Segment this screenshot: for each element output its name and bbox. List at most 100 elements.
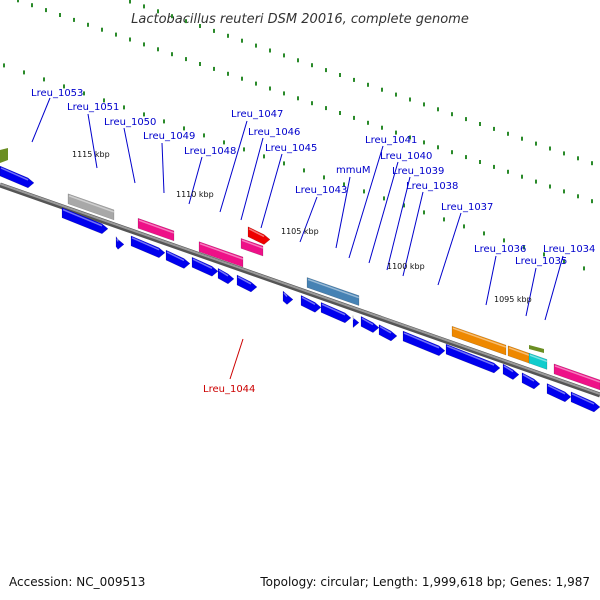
- leader-line: [544, 255, 564, 321]
- gene-label[interactable]: Lreu_1041: [365, 135, 417, 146]
- tick-marks: [3, 0, 593, 271]
- feature-highlight: [307, 278, 360, 299]
- gene-feature: [445, 343, 501, 374]
- leader-line: [260, 153, 283, 229]
- gene-label[interactable]: Lreu_1048: [184, 146, 236, 157]
- feature-highlight: [379, 325, 392, 334]
- gene-feature: [320, 301, 352, 324]
- scale-label: 1110 kbp: [176, 190, 214, 199]
- gene-feature: [451, 325, 507, 356]
- gene-feature: [165, 249, 191, 269]
- gene-feature: [240, 237, 264, 257]
- gene-feature: [137, 217, 175, 242]
- gene-label[interactable]: Lreu_1043: [295, 185, 347, 196]
- leader-line: [299, 196, 318, 243]
- leader-line: [402, 191, 424, 277]
- gene-label[interactable]: Lreu_1036: [474, 244, 526, 255]
- feature-highlight: [321, 303, 346, 316]
- gene-label[interactable]: Lreu_1039: [392, 166, 444, 177]
- leader-line: [335, 176, 351, 249]
- gene-label[interactable]: Lreu_1034: [543, 244, 595, 255]
- gene-feature: [236, 274, 258, 293]
- genome-summary-text: Topology: circular; Length: 1,999,618 bp…: [259, 575, 590, 589]
- feature-highlight: [403, 332, 440, 349]
- gene-feature: [352, 315, 360, 329]
- gene-label[interactable]: Lreu_1038: [406, 181, 458, 192]
- feature-highlight: [547, 384, 566, 395]
- gene-label[interactable]: Lreu_1050: [104, 117, 156, 128]
- gene-feature: [553, 363, 600, 391]
- gene-feature: [300, 294, 322, 313]
- leader-line: [437, 212, 462, 286]
- gene-feature: [546, 383, 572, 403]
- gene-feature: [115, 235, 125, 250]
- gene-label[interactable]: Lreu_1045: [265, 143, 317, 154]
- scale-label: 1095 kbp: [494, 295, 532, 304]
- feature-highlight: [62, 209, 103, 227]
- feature-highlight: [529, 354, 548, 363]
- gene-feature: [61, 207, 109, 235]
- leader-line: [219, 120, 248, 213]
- feature-highlight: [237, 276, 252, 285]
- leader-line: [87, 113, 98, 169]
- leader-line: [368, 161, 399, 264]
- gene-feature: [528, 352, 548, 370]
- gene-label[interactable]: Lreu_1053: [31, 88, 83, 99]
- gene-feature: [217, 267, 235, 285]
- feature-highlight: [352, 317, 355, 320]
- leader-line: [123, 127, 136, 184]
- gene-feature: [402, 330, 446, 357]
- gene-features: [0, 148, 600, 413]
- gene-label[interactable]: Lreu_1044: [203, 384, 255, 395]
- leader-line: [240, 137, 264, 221]
- feature-highlight: [116, 238, 119, 242]
- feature-highlight: [283, 292, 288, 298]
- gene-label[interactable]: Lreu_1037: [441, 202, 493, 213]
- map-title: Lactobacillus reuteri DSM 20016, complet…: [131, 12, 469, 27]
- gene-label[interactable]: Lreu_1051: [67, 102, 119, 113]
- leader-line: [161, 142, 165, 194]
- feature-highlight: [301, 296, 316, 306]
- gene-feature: [0, 165, 35, 189]
- gene-label[interactable]: Lreu_1040: [380, 151, 432, 162]
- feature-highlight: [138, 219, 175, 234]
- leader-line: [229, 338, 244, 380]
- feature-highlight: [522, 374, 535, 382]
- gene-feature: [306, 277, 360, 307]
- feature-highlight: [241, 239, 264, 249]
- feature-highlight: [446, 345, 495, 366]
- gene-feature: [67, 193, 115, 221]
- gene-feature: [360, 315, 380, 333]
- feature-highlight: [0, 167, 29, 181]
- gene-feature: [130, 235, 166, 259]
- accession-text: Accession: NC_009513: [9, 575, 145, 589]
- gene-feature: [247, 226, 271, 245]
- leader-line: [348, 145, 384, 259]
- gene-label[interactable]: mmuM: [336, 165, 370, 176]
- feature-highlight: [199, 242, 244, 260]
- gene-feature: [521, 372, 541, 390]
- gene-label[interactable]: Lreu_1035: [515, 256, 567, 267]
- scale-labels: 1115 kbp 1110 kbp 1105 kbp 1100 kbp 1095…: [72, 150, 532, 304]
- leader-line: [386, 176, 411, 271]
- gene-feature: [0, 148, 8, 163]
- feature-highlight: [554, 365, 600, 383]
- gene-feature: [502, 363, 520, 380]
- gene-feature: [198, 241, 244, 268]
- feature-highlight: [192, 258, 213, 269]
- gene-feature: [529, 345, 544, 353]
- gene-feature: [570, 391, 600, 413]
- scale-label: 1105 kbp: [281, 227, 319, 236]
- gene-label[interactable]: Lreu_1049: [143, 131, 195, 142]
- backbone: [0, 182, 600, 398]
- gene-feature: [191, 256, 219, 277]
- gene-label[interactable]: Lreu_1046: [248, 127, 300, 138]
- feature-highlight: [452, 327, 507, 348]
- label-leader-lines: [31, 97, 564, 380]
- feature-highlight: [571, 393, 595, 405]
- gene-label[interactable]: Lreu_1047: [231, 109, 283, 120]
- gene-feature: [282, 290, 294, 305]
- scale-label: 1115 kbp: [72, 150, 110, 159]
- feature-highlight: [166, 251, 185, 262]
